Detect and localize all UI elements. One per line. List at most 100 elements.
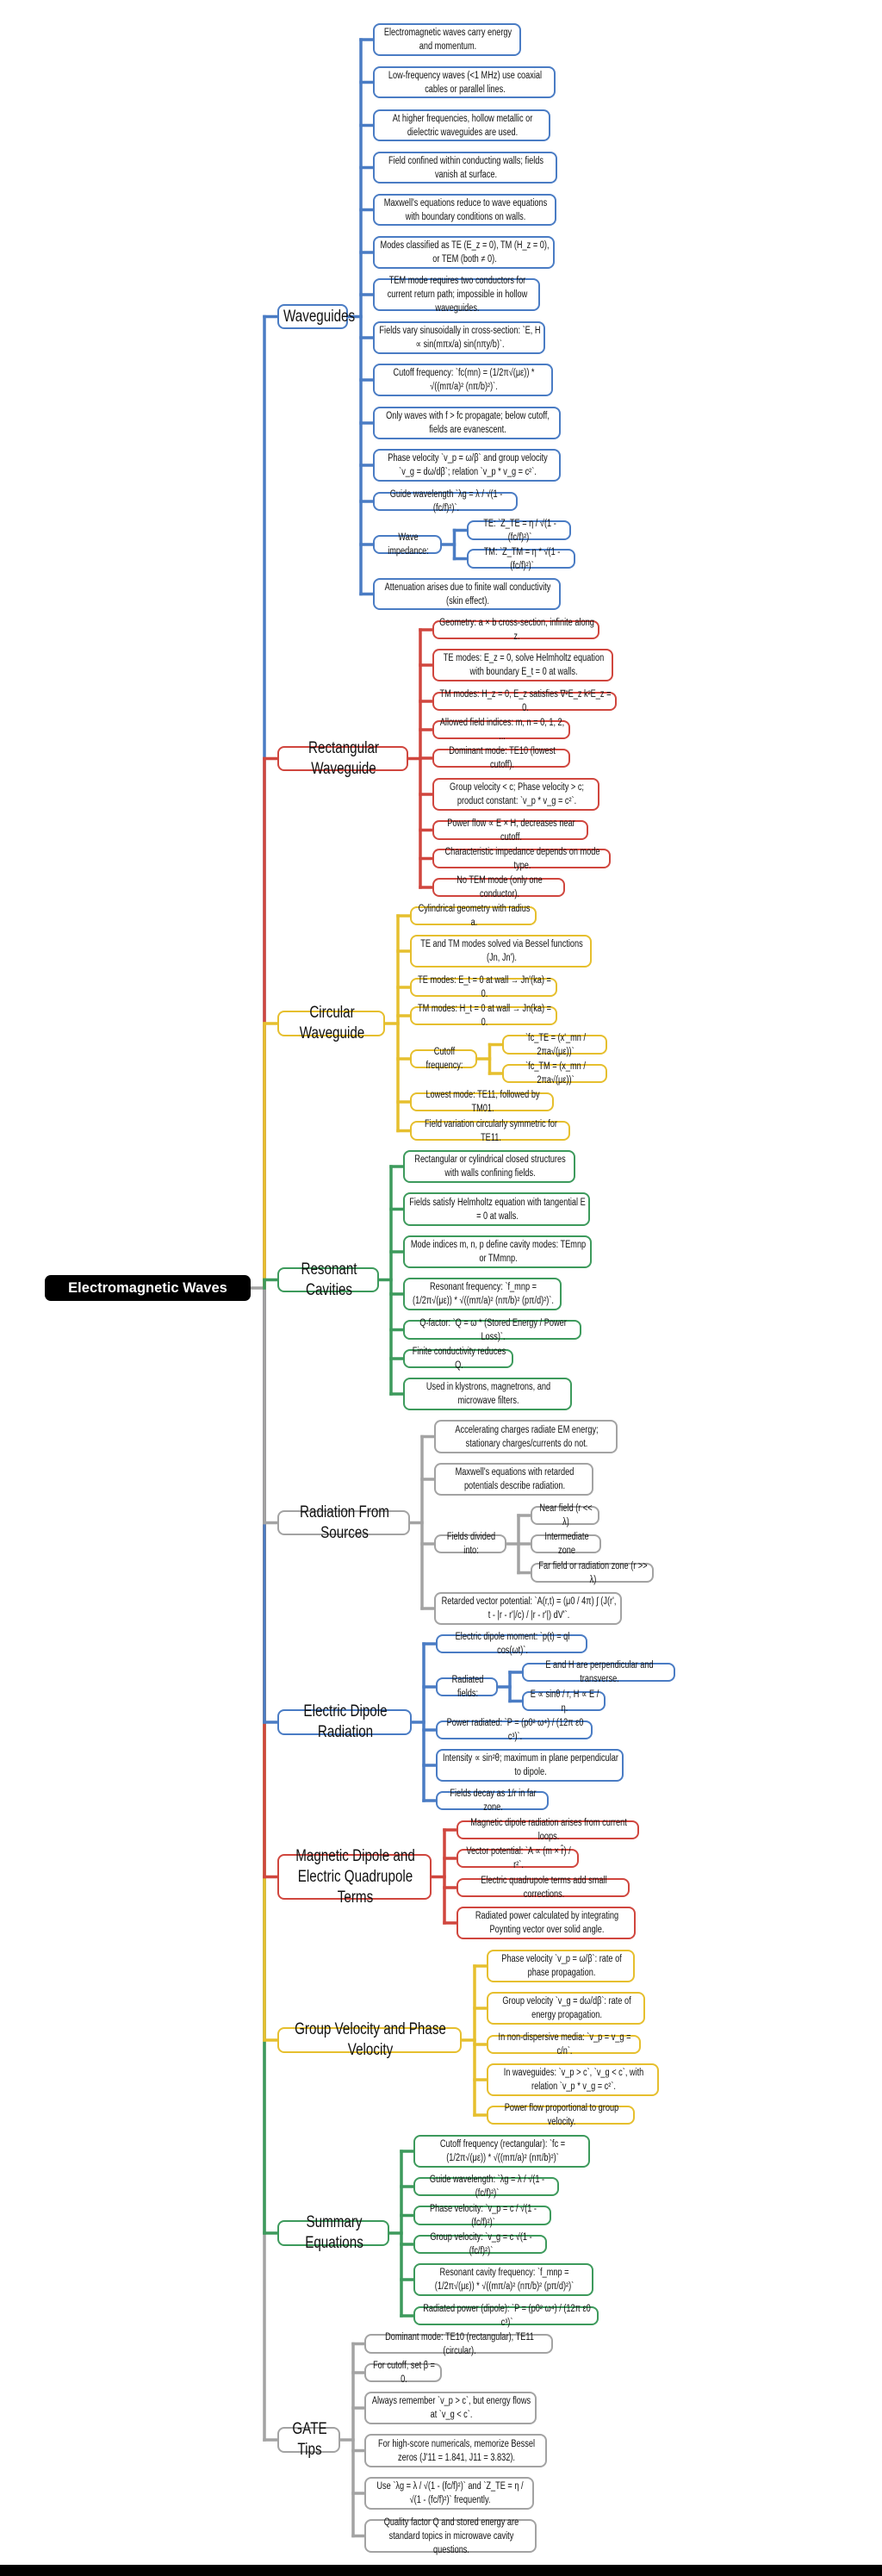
leaf-node[interactable]: Group velocity: `v_g = c √(1 - (fc/f)²)` xyxy=(413,2232,547,2256)
child-node[interactable]: `fc_TM = (x_mn / 2πa√(με))` xyxy=(502,1061,607,1086)
branch-group-velocity-and-phase-velocity[interactable]: Group Velocity and Phase Velocity xyxy=(277,2020,462,2059)
leaf-node[interactable]: Retarded vector potential: `A(r,t) = (μ0… xyxy=(434,1592,622,1625)
leaf-node[interactable]: Field variation circularly symmetric for… xyxy=(410,1119,570,1143)
leaf-node[interactable]: TM modes: H_z = 0, E_z satisfies ∇²E_z k… xyxy=(432,689,617,713)
leaf-node[interactable]: Allowed field indices: m, n = 0, 1, 2, .… xyxy=(432,718,570,742)
leaf-node[interactable]: Magnetic dipole radiation arises from cu… xyxy=(457,1818,639,1842)
leaf-node[interactable]: Only waves with f > fc propagate; below … xyxy=(373,407,561,439)
leaf-node[interactable]: Finite conductivity reduces Q. xyxy=(403,1347,513,1371)
child-node[interactable]: `fc_TE = (x'_mn / 2πa√(με))` xyxy=(502,1033,607,1057)
child-node[interactable]: TE: `Z_TE = η / √(1 - (fc/f)²)` xyxy=(467,519,571,543)
leaf-node[interactable]: For cutoff, set β = 0. xyxy=(364,2361,442,2385)
leaf-node[interactable]: TM modes: H_t = 0 at wall → Jn(ka) = 0. xyxy=(410,1004,557,1028)
branch-summary-equations[interactable]: Summary Equations xyxy=(277,2213,389,2252)
leaf-node[interactable]: No TEM mode (only one conductor). xyxy=(432,875,565,899)
leaf-node[interactable]: Cutoff frequency: `fc(mn) = (1/2π√(με)) … xyxy=(373,364,553,396)
leaf-node[interactable]: Power radiated: `P = (p0² ω⁴) / (12π ε0 … xyxy=(436,1718,593,1742)
leaf-node-label: For cutoff, set β = 0. xyxy=(373,2361,435,2385)
leaf-node-label: Fields divided into: xyxy=(446,1532,496,1556)
child-node[interactable]: Near field (r << λ) xyxy=(531,1503,599,1528)
leaf-node[interactable]: In waveguides: `v_p > c`, `v_g < c`, wit… xyxy=(487,2063,659,2096)
leaf-node[interactable]: At higher frequencies, hollow metallic o… xyxy=(373,109,550,141)
leaf-node-label: Wave impedance: xyxy=(388,532,429,557)
child-node[interactable]: Intermediate zone xyxy=(531,1532,601,1556)
leaf-node[interactable]: Group velocity `v_g = dω/dβ`: rate of en… xyxy=(487,1992,645,2025)
leaf-node[interactable]: TE modes: E_t = 0 at wall → Jn'(ka) = 0. xyxy=(410,975,557,999)
leaf-node[interactable]: Power flow proportional to group velocit… xyxy=(487,2103,635,2127)
leaf-node[interactable]: Attenuation arises due to finite wall co… xyxy=(373,578,561,610)
leaf-node[interactable]: Rectangular or cylindrical closed struct… xyxy=(403,1150,575,1183)
leaf-node[interactable]: Power flow ∝ E × H, decreases near cutof… xyxy=(432,818,588,843)
leaf-node[interactable]: TEM mode requires two conductors for cur… xyxy=(373,276,540,314)
child-node-label: Intermediate zone xyxy=(544,1532,589,1556)
leaf-node[interactable]: Dominant mode: TE10 (lowest cutoff). xyxy=(432,746,570,770)
branch-electric-dipole-radiation-label: Electric Dipole Radiation xyxy=(303,1702,388,1741)
leaf-node-label: Intensity ∝ sin²θ; maximum in plane perp… xyxy=(443,1753,618,1777)
leaf-node[interactable]: Lowest mode: TE11, followed by TM01. xyxy=(410,1090,554,1114)
root-node[interactable]: Electromagnetic Waves xyxy=(45,1275,251,1301)
leaf-node-label: Phase velocity `v_p = ω/β` and group vel… xyxy=(388,453,548,477)
leaf-node[interactable]: Phase velocity `v_p = ω/β`: rate of phas… xyxy=(487,1950,635,1982)
leaf-node[interactable]: Radiated power (dipole): `P = (p0² ω⁴) /… xyxy=(413,2304,599,2328)
leaf-node[interactable]: Electromagnetic waves carry energy and m… xyxy=(373,23,521,56)
branch-waveguides[interactable]: Waveguides xyxy=(277,304,355,329)
leaf-node[interactable]: Accelerating charges radiate EM energy; … xyxy=(434,1420,618,1453)
leaf-node-label: Maxwell's equations reduce to wave equat… xyxy=(383,197,548,222)
leaf-node[interactable]: Geometry: a × b cross-section, infinite … xyxy=(432,618,599,642)
leaf-node[interactable]: Phase velocity `v_p = ω/β` and group vel… xyxy=(373,449,561,482)
leaf-node-label: Finite conductivity reduces Q. xyxy=(412,1347,506,1371)
leaf-node[interactable]: Mode indices m, n, p define cavity modes… xyxy=(403,1235,592,1268)
leaf-node[interactable]: In non-dispersive media: `v_p = v_g = c/… xyxy=(487,2032,641,2056)
leaf-node[interactable]: Dominant mode: TE10 (rectangular), TE11 … xyxy=(364,2332,553,2356)
leaf-node[interactable]: Radiated power calculated by integrating… xyxy=(457,1907,636,1939)
leaf-node-label: Group velocity `v_g = dω/dβ`: rate of en… xyxy=(502,1996,631,2020)
branch-electric-dipole-radiation[interactable]: Electric Dipole Radiation xyxy=(277,1702,412,1741)
child-node[interactable]: E ∝ sinθ / r, H ∝ E / η. xyxy=(522,1689,606,1714)
child-node[interactable]: Far field or radiation zone (r >> λ) xyxy=(531,1561,654,1585)
child-node[interactable]: E and H are perpendicular and transverse… xyxy=(522,1660,675,1684)
leaf-node[interactable]: Resonant frequency: `f_mnp = (1/2π√(με))… xyxy=(403,1278,562,1310)
leaf-node[interactable]: Q-factor: `Q = ω * (Stored Energy / Powe… xyxy=(403,1318,581,1342)
leaf-node[interactable]: Cutoff frequency (rectangular): `fc = (1… xyxy=(413,2135,590,2168)
leaf-node-label: Lowest mode: TE11, followed by TM01. xyxy=(425,1090,540,1114)
leaf-node[interactable]: Fields decay as 1/r in far zone. xyxy=(436,1789,549,1813)
branch-magnetic-dipole-and-electric-quadrupole-terms[interactable]: Magnetic Dipole and Electric Quadrupole … xyxy=(277,1847,432,1907)
branch-radiation-from-sources[interactable]: Radiation From Sources xyxy=(277,1503,410,1542)
leaf-node[interactable]: Resonant cavity frequency: `f_mnp = (1/2… xyxy=(413,2263,593,2296)
leaf-node-label: Field confined within conducting walls; … xyxy=(388,155,543,180)
leaf-node[interactable]: Intensity ∝ sin²θ; maximum in plane perp… xyxy=(436,1749,624,1782)
leaf-node[interactable]: Fields divided into: xyxy=(434,1532,506,1556)
leaf-node[interactable]: Used in klystrons, magnetrons, and micro… xyxy=(403,1378,572,1410)
branch-gate-tips[interactable]: GATE Tips xyxy=(277,2420,340,2459)
branch-resonant-cavities[interactable]: Resonant Cavities xyxy=(277,1260,379,1299)
leaf-node[interactable]: Guide wavelength `λg = λ / √(1 - (fc/f)²… xyxy=(373,489,518,513)
leaf-node[interactable]: Electric dipole moment: `p(t) = ql cos(ω… xyxy=(436,1632,587,1656)
leaf-node[interactable]: Group velocity < c; Phase velocity > c; … xyxy=(432,778,599,811)
branch-circular-waveguide[interactable]: Circular Waveguide xyxy=(277,1004,385,1042)
branch-rectangular-waveguide[interactable]: Rectangular Waveguide xyxy=(277,739,408,778)
leaf-node[interactable]: TE modes: E_z = 0, solve Helmholtz equat… xyxy=(432,649,613,681)
leaf-node[interactable]: Electric quadrupole terms add small corr… xyxy=(457,1876,630,1900)
leaf-node-label: Cutoff frequency: `fc(mn) = (1/2π√(με)) … xyxy=(393,368,535,392)
leaf-node[interactable]: Guide wavelength: `λg = λ / √(1 - (fc/f)… xyxy=(413,2175,559,2199)
leaf-node[interactable]: Quality factor Q and stored energy are s… xyxy=(364,2517,537,2555)
leaf-node[interactable]: TE and TM modes solved via Bessel functi… xyxy=(410,935,592,968)
leaf-node[interactable]: Always remember `v_p > c`, but energy fl… xyxy=(364,2392,537,2424)
leaf-node[interactable]: Fields vary sinusoidally in cross-sectio… xyxy=(373,321,545,354)
leaf-node[interactable]: For high-score numericals, memorize Bess… xyxy=(364,2434,547,2467)
leaf-node[interactable]: Modes classified as TE (E_z = 0), TM (H_… xyxy=(373,236,555,269)
leaf-node[interactable]: Phase velocity: `v_p = c / √(1 - (fc/f)²… xyxy=(413,2204,551,2228)
leaf-node[interactable]: Use `λg = λ / √(1 - (fc/f)²)` and `Z_TE … xyxy=(364,2477,534,2510)
leaf-node[interactable]: Field confined within conducting walls; … xyxy=(373,152,557,184)
child-node[interactable]: TM: `Z_TM = η * √(1 - (fc/f)²)` xyxy=(467,547,575,571)
leaf-node[interactable]: Radiated fields: xyxy=(436,1675,498,1699)
leaf-node[interactable]: Fields satisfy Helmholtz equation with t… xyxy=(403,1192,590,1226)
leaf-node[interactable]: Vector potential: `A ∝ (m × r̂) / r²`. xyxy=(457,1846,579,1870)
leaf-node[interactable]: Characteristic impedance depends on mode… xyxy=(432,847,611,871)
leaf-node[interactable]: Cutoff frequency: xyxy=(410,1047,477,1071)
leaf-node[interactable]: Low-frequency waves (<1 MHz) use coaxial… xyxy=(373,66,556,98)
leaf-node[interactable]: Wave impedance: xyxy=(373,532,442,557)
leaf-node[interactable]: Maxwell's equations with retarded potent… xyxy=(434,1463,593,1496)
leaf-node[interactable]: Maxwell's equations reduce to wave equat… xyxy=(373,194,556,226)
leaf-node[interactable]: Cylindrical geometry with radius a. xyxy=(410,904,537,928)
